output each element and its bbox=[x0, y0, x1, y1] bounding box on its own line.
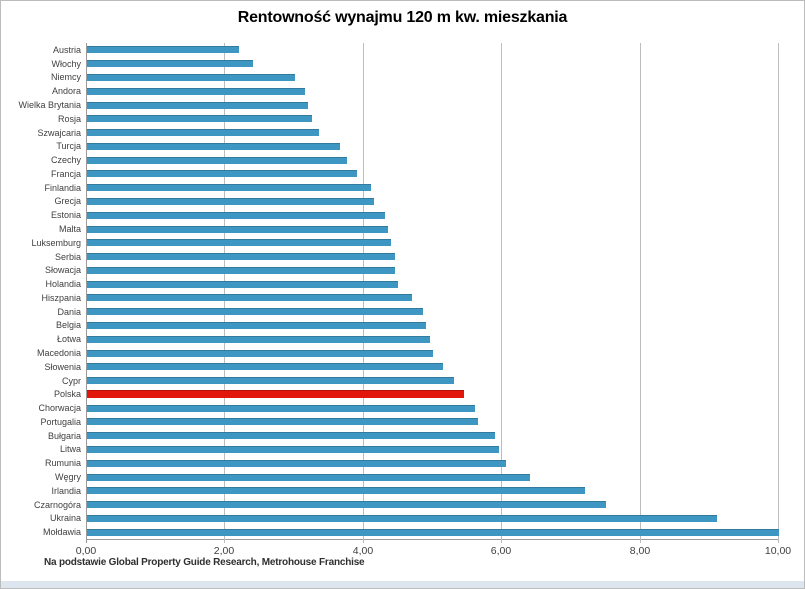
category-label-luksemburg: Luksemburg bbox=[31, 237, 81, 248]
category-label-węgry: Węgry bbox=[54, 471, 81, 482]
bar-słowacja bbox=[87, 267, 395, 274]
x-tick-label-0,00: 0,00 bbox=[75, 545, 97, 557]
category-label-słowenia: Słowenia bbox=[44, 361, 81, 372]
category-label-szwajcaria: Szwajcaria bbox=[37, 127, 81, 138]
bar-malta bbox=[87, 226, 388, 233]
category-label-bułgaria: Bułgaria bbox=[47, 430, 81, 441]
category-label-polska: Polska bbox=[53, 389, 81, 400]
category-label-chorwacja: Chorwacja bbox=[38, 403, 81, 414]
bar-mołdawia bbox=[87, 529, 779, 536]
bar-wielka-brytania bbox=[87, 102, 308, 109]
x-tick-label-4,00: 4,00 bbox=[352, 545, 374, 557]
category-label-cypr: Cypr bbox=[61, 375, 81, 386]
bar-luksemburg bbox=[87, 239, 391, 246]
x-tick-label-2,00: 2,00 bbox=[213, 545, 235, 557]
category-label-słowacja: Słowacja bbox=[44, 265, 81, 276]
bar-litwa bbox=[87, 446, 499, 453]
bar-belgia bbox=[87, 322, 426, 329]
bar-szwajcaria bbox=[87, 129, 319, 136]
bottom-strip-decoration bbox=[1, 581, 804, 588]
gridline-4 bbox=[363, 43, 364, 543]
bar-czarnogóra bbox=[87, 501, 606, 508]
gridline-2 bbox=[224, 43, 225, 543]
category-label-rosja: Rosja bbox=[57, 113, 81, 124]
x-tick-label-8,00: 8,00 bbox=[629, 545, 651, 557]
category-label-litwa: Litwa bbox=[59, 444, 81, 455]
gridline-10 bbox=[778, 43, 779, 543]
category-label-irlandia: Irlandia bbox=[51, 485, 81, 496]
chart-title: Rentowność wynajmu 120 m kw. mieszkania bbox=[237, 9, 568, 26]
category-label-wielka-brytania: Wielka Brytania bbox=[18, 99, 81, 110]
bar-czechy bbox=[87, 157, 347, 164]
category-label-portugalia: Portugalia bbox=[40, 416, 81, 427]
gridline-6 bbox=[501, 43, 502, 543]
y-axis-line bbox=[86, 43, 87, 543]
bar-rumunia bbox=[87, 460, 506, 467]
bar-francja bbox=[87, 170, 357, 177]
bar-słowenia bbox=[87, 363, 443, 370]
bar-austria bbox=[87, 46, 239, 53]
bar-dania bbox=[87, 308, 423, 315]
bar-estonia bbox=[87, 212, 385, 219]
x-tick-label-10,00: 10,00 bbox=[764, 545, 792, 557]
bar-portugalia bbox=[87, 418, 478, 425]
category-label-łotwa: Łotwa bbox=[56, 334, 81, 345]
bar-łotwa bbox=[87, 336, 430, 343]
category-label-austria: Austria bbox=[52, 44, 81, 55]
gridline-8 bbox=[640, 43, 641, 543]
bar-grecja bbox=[87, 198, 374, 205]
bar-rosja bbox=[87, 115, 312, 122]
category-label-belgia: Belgia bbox=[55, 320, 81, 331]
bar-węgry bbox=[87, 474, 530, 481]
category-label-hiszpania: Hiszpania bbox=[41, 292, 81, 303]
category-label-holandia: Holandia bbox=[45, 279, 81, 290]
category-label-ukraina: Ukraina bbox=[49, 513, 81, 524]
category-label-mołdawia: Mołdawia bbox=[42, 527, 81, 538]
category-label-francja: Francja bbox=[50, 168, 81, 179]
category-label-estonia: Estonia bbox=[50, 210, 81, 221]
bar-finlandia bbox=[87, 184, 371, 191]
bar-ukraina bbox=[87, 515, 717, 522]
bar-chorwacja bbox=[87, 405, 475, 412]
category-label-finlandia: Finlandia bbox=[44, 182, 81, 193]
bar-serbia bbox=[87, 253, 395, 260]
bar-włochy bbox=[87, 60, 253, 67]
category-label-dania: Dania bbox=[57, 306, 81, 317]
category-label-rumunia: Rumunia bbox=[44, 458, 81, 469]
category-label-malta: Malta bbox=[58, 223, 81, 234]
category-label-czarnogóra: Czarnogóra bbox=[33, 499, 81, 510]
chart-footnote: Na podstawie Global Property Guide Resea… bbox=[44, 557, 365, 568]
category-label-serbia: Serbia bbox=[54, 251, 81, 262]
bar-hiszpania bbox=[87, 294, 412, 301]
x-axis-line bbox=[86, 539, 779, 540]
category-label-niemcy: Niemcy bbox=[50, 72, 81, 83]
category-label-grecja: Grecja bbox=[54, 196, 81, 207]
x-tick-label-6,00: 6,00 bbox=[490, 545, 512, 557]
bar-polska bbox=[87, 390, 464, 398]
bar-bułgaria bbox=[87, 432, 495, 439]
bar-irlandia bbox=[87, 487, 585, 494]
bar-niemcy bbox=[87, 74, 295, 81]
category-label-czechy: Czechy bbox=[50, 155, 81, 166]
category-label-andora: Andora bbox=[51, 86, 81, 97]
bar-andora bbox=[87, 88, 305, 95]
bar-holandia bbox=[87, 281, 398, 288]
bar-macedonia bbox=[87, 350, 433, 357]
category-label-macedonia: Macedonia bbox=[36, 347, 81, 358]
category-label-turcja: Turcja bbox=[56, 141, 81, 152]
bar-cypr bbox=[87, 377, 454, 384]
category-label-włochy: Włochy bbox=[51, 58, 81, 69]
bar-turcja bbox=[87, 143, 340, 150]
